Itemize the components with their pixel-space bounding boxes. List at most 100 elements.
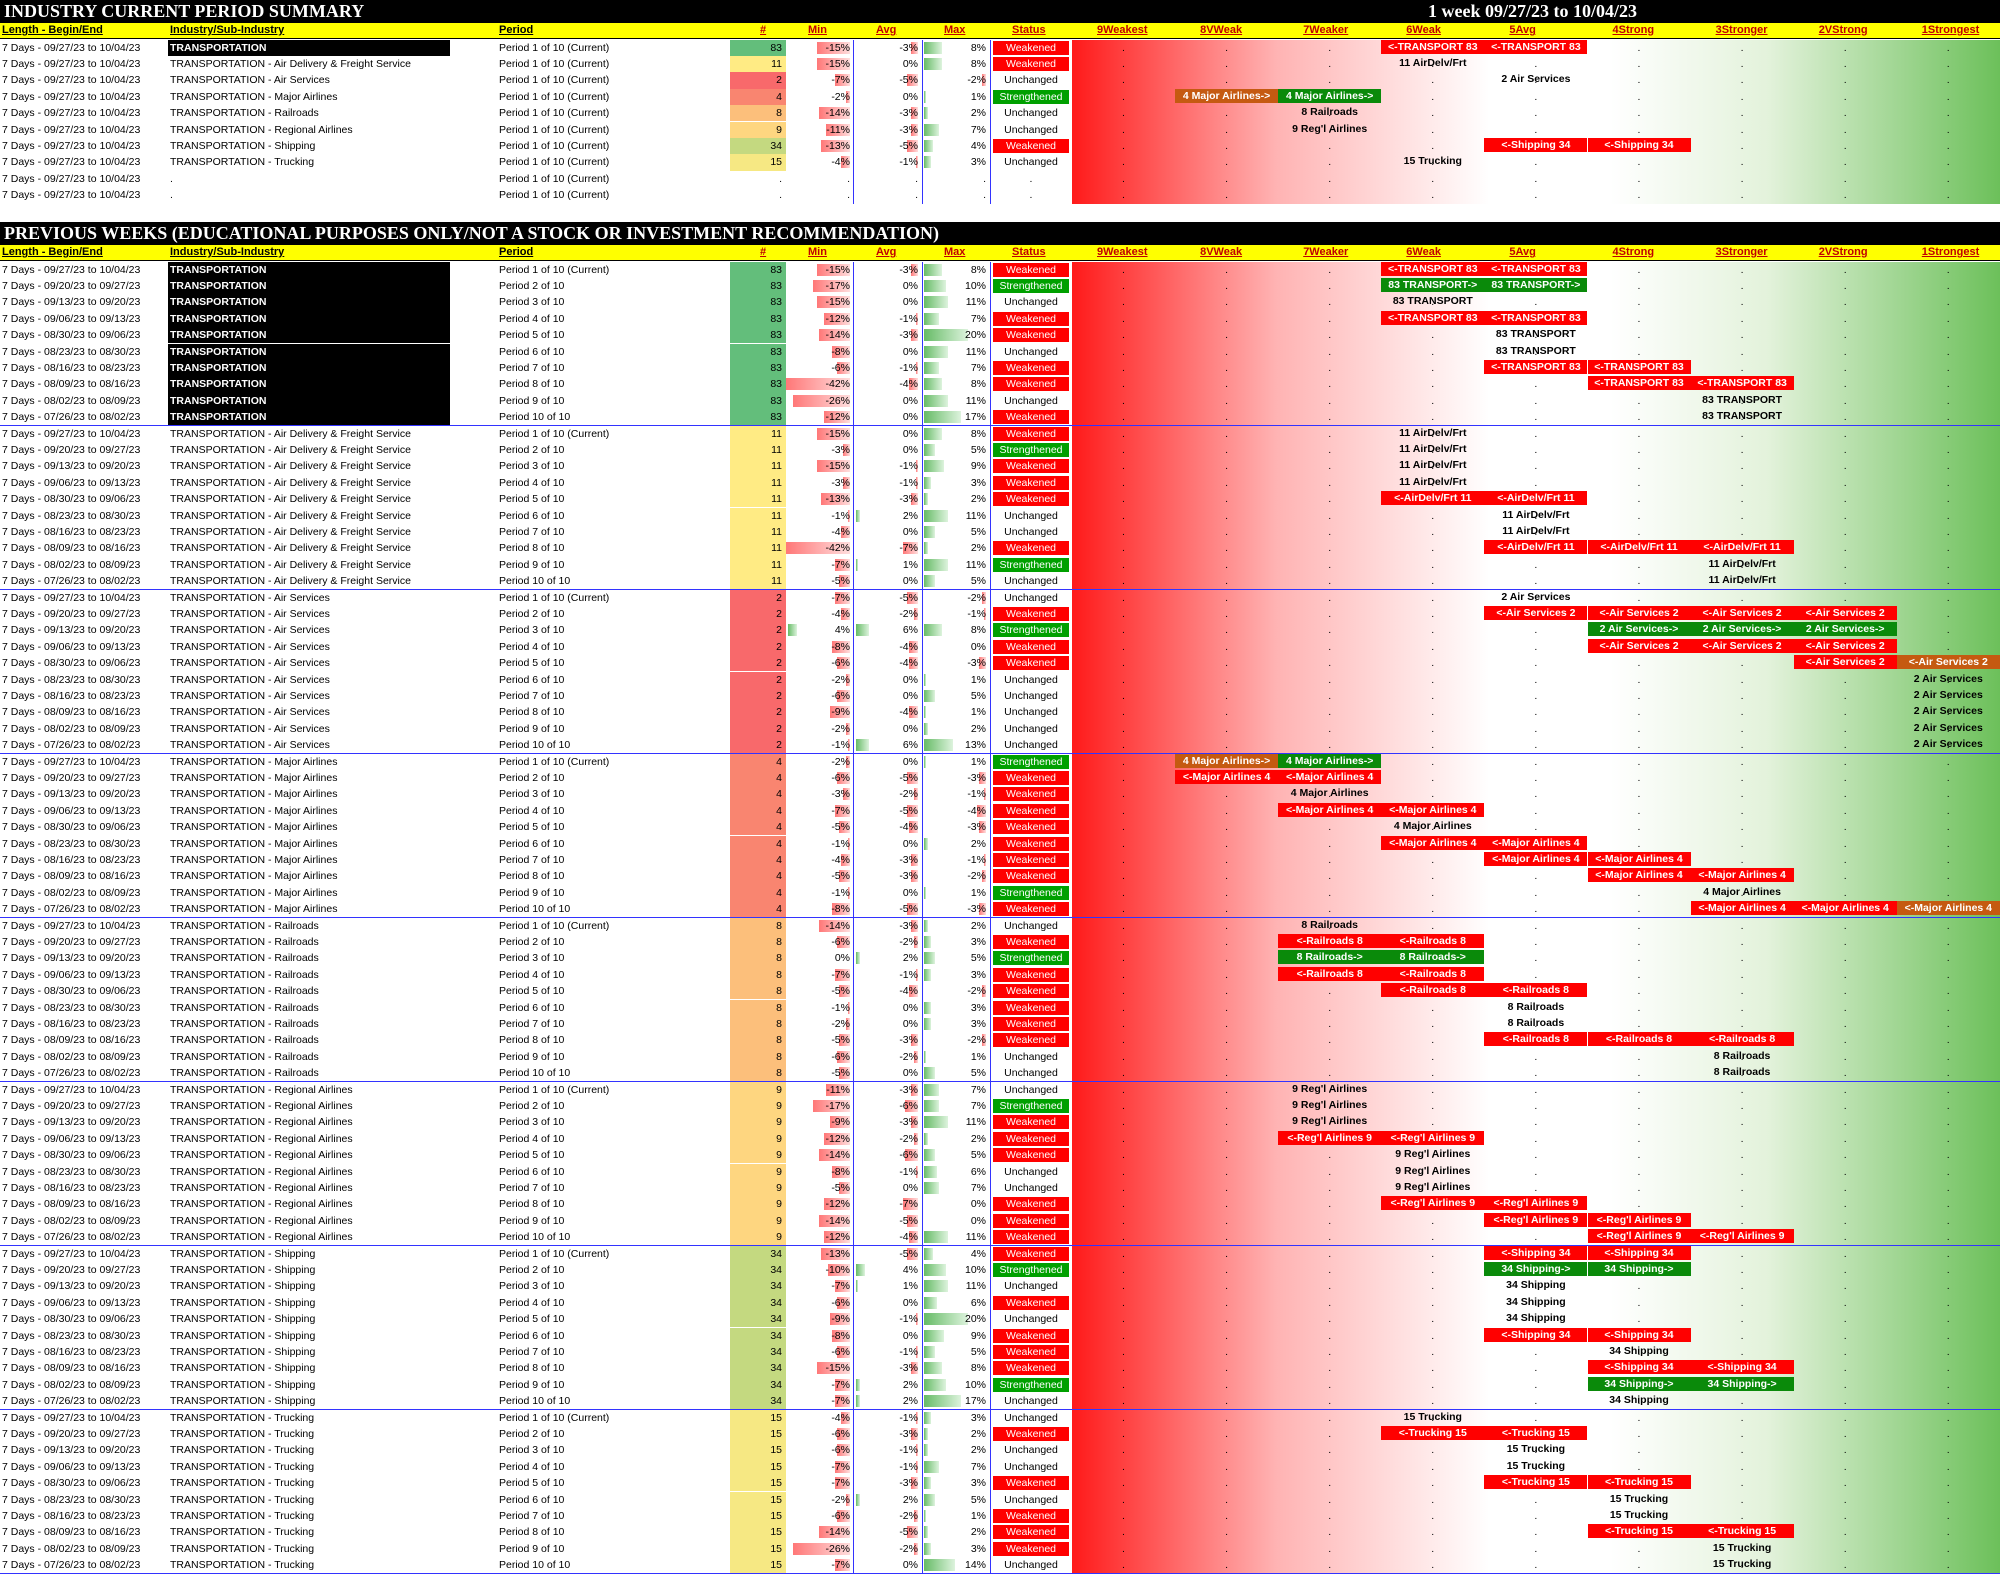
zone-tag: <-AirDelv/Frt 11 [1484,491,1588,506]
min-cell: -13% [786,138,854,154]
avg-cell: 0% [854,573,922,589]
zone-tag: <-Reg'l Airlines 9 [1587,1229,1691,1244]
zone-dot: . [1534,968,1538,981]
status-badge: Weakened [993,1197,1069,1212]
zone-dot: . [1328,624,1332,637]
strength-zone [1072,170,2000,188]
min-cell: -4% [786,154,854,170]
min-cell: -26% [786,1541,854,1557]
industry-cell: TRANSPORTATION - Shipping [170,1280,316,1293]
industry-cell: TRANSPORTATION - Major Airlines [170,90,338,103]
value-text: -14% [825,107,850,120]
value-text: . [847,189,850,202]
avg-cell: -3% [854,491,922,507]
zone-dot: . [1225,312,1229,325]
min-cell: -6% [786,1442,854,1458]
length-cell: 7 Days - 08/23/23 to 08/30/23 [2,673,141,686]
value-bar [924,558,949,571]
value-bar [924,837,929,850]
value-text: -5% [831,1181,850,1194]
min-cell: -1% [786,836,854,852]
value-bar [924,1001,931,1014]
value-bar [786,542,850,555]
value-bar [911,1427,918,1440]
zone-dot: . [1431,1345,1435,1358]
zone-dot: . [1946,1313,1950,1326]
value-text: -3% [899,1477,918,1490]
strength-zone [1072,1540,2000,1558]
value-text: -4% [831,607,850,620]
zone-tag: <-Shipping 34 [1587,1327,1691,1342]
period-cell: Period 1 of 10 (Current) [499,427,610,440]
zone-dot: . [1740,558,1744,571]
zone-dot: . [1431,1263,1435,1276]
zone-dot: . [1843,1444,1847,1457]
avg-cell: 0% [854,1016,922,1032]
value-bar [983,788,986,801]
value-text: -26% [825,394,850,407]
min-cell: -8% [786,639,854,655]
zone-dot: . [1431,1378,1435,1391]
period-cell: Period 1 of 10 (Current) [499,139,610,152]
avg-cell: 0% [854,524,922,540]
zone-dot: . [1946,443,1950,456]
value-bar [834,1477,850,1490]
zone-tag: <-Air Services 2 [1793,655,1897,670]
industry-cell: TRANSPORTATION - Air Delivery & Freight … [170,443,411,456]
max-cell: 7% [922,1180,990,1196]
column-divider [922,261,923,1574]
period-cell: Period 3 of 10 [499,460,565,473]
strength-zone [1072,1294,2000,1312]
value-bar [847,886,850,899]
period-cell: Period 8 of 10 [499,1362,565,1375]
zone-dot: . [1637,1280,1641,1293]
max-cell: 3% [922,967,990,983]
zone-dot: . [1225,624,1229,637]
count-cell: 4 [730,868,786,885]
strength-zone [1072,589,2000,607]
zone-tag: 2 Air Services [1913,721,1983,734]
value-text: 2% [970,1132,986,1145]
value-text: -12% [825,411,850,424]
zone-dot: . [1431,624,1435,637]
value-text: . [983,189,986,202]
zone-tag: 11 AirDelv/Frt [1399,475,1467,488]
zone-dot: . [1534,1001,1538,1014]
max-cell: 7% [922,360,990,376]
value-text: 4% [834,624,850,637]
max-cell: 4% [922,1246,990,1262]
value-bar [924,1132,929,1145]
zone-dot: . [1534,886,1538,899]
industry-cell: TRANSPORTATION [168,376,450,393]
value-bar [836,657,850,670]
zone-dot: . [1637,1542,1641,1555]
avg-cell: 0% [854,1000,922,1016]
zone-dot: . [1637,821,1641,834]
min-cell: -15% [786,458,854,474]
max-cell: 10% [922,1377,990,1393]
zone-dot: . [1328,172,1332,185]
value-bar [913,1542,918,1555]
value-bar [924,968,931,981]
value-bar [924,575,935,588]
count-cell: 34 [730,1311,786,1328]
zone-dot: . [1637,1411,1641,1424]
avg-cell: -2% [854,1049,922,1065]
value-text: -4% [967,804,986,817]
count-cell: 34 [730,1360,786,1377]
status-badge: Weakened [993,1344,1069,1359]
value-text: -2% [967,1034,986,1047]
value-text: -42% [825,378,850,391]
zone-dot: . [1637,886,1641,899]
value-text: -3% [899,263,918,276]
period-cell: Period 10 of 10 [499,575,571,588]
zone-tag: <-AirDelv/Frt 11 [1690,540,1794,555]
value-bar [839,1181,850,1194]
period-cell: Period 7 of 10 [499,1509,565,1522]
period-cell: Period 3 of 10 [499,1444,565,1457]
zone-dot: . [1534,1362,1538,1375]
zone-tag: 83 TRANSPORT [1702,393,1783,406]
zone-dot: . [1740,90,1744,103]
